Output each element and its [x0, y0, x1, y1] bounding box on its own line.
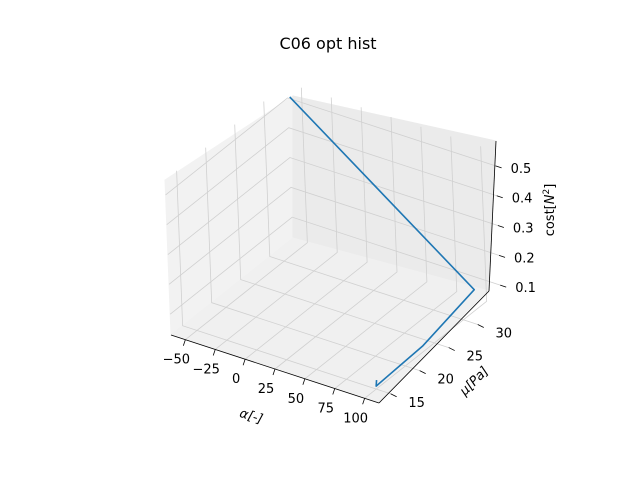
x-tick-label: 25 [258, 382, 275, 397]
x-tick-label: 50 [288, 392, 305, 407]
series-line [289, 96, 476, 387]
z-grid-line [167, 157, 499, 255]
x-tick-label: 75 [317, 402, 334, 417]
z-grid-line [168, 186, 500, 285]
z-axis-label-close: ] [543, 184, 558, 189]
z-axis-label: cost[N2] [542, 184, 558, 237]
y-grid-line [263, 101, 478, 325]
x-tick [332, 388, 336, 395]
x-tick-label: −50 [163, 353, 190, 368]
z-tick [495, 165, 502, 169]
x-tick [212, 349, 216, 356]
tick-marks [182, 165, 507, 405]
y-tick [419, 370, 426, 375]
y-tick [477, 324, 484, 328]
chart-title: C06 opt hist [279, 34, 376, 53]
z-tick-label: 0.2 [514, 251, 535, 266]
z-grid-line [165, 97, 496, 196]
y-grid-line [205, 147, 420, 372]
z-tick [498, 254, 506, 258]
z-tick [500, 284, 507, 288]
x-tick-label: −25 [193, 362, 220, 377]
y-axis-label: μ[Pa] [456, 364, 492, 400]
z-axis-line [488, 140, 497, 292]
x-axis-label: α[-] [238, 406, 265, 427]
x-tick [302, 378, 306, 385]
y-tick-label: 20 [437, 373, 454, 388]
z-grid-line [169, 216, 501, 315]
z-axis-label-main: cost[ [543, 204, 558, 236]
y-tick [448, 347, 455, 351]
x-tick [242, 359, 246, 366]
z-tick-label: 0.1 [515, 281, 536, 296]
x-tick [272, 368, 276, 376]
x-tick-label: 0 [232, 372, 240, 387]
z-tick [497, 225, 505, 228]
y-tick [390, 393, 397, 398]
y-axis-line [378, 290, 490, 404]
y-grid-line [176, 170, 391, 395]
z-tick [496, 195, 503, 199]
x-tick-label: 100 [343, 411, 368, 426]
tick-labels: −50−25 0 25 50 75 100 15 20 25 30 0.1 0.2 0.3 0.4 0.5 [163, 162, 536, 426]
z-grid-line [166, 127, 497, 226]
z-axis-label-exponent: 2 [542, 189, 552, 195]
x-tick [362, 398, 366, 405]
y-grid-line [234, 124, 449, 348]
grid-lines [165, 87, 501, 399]
z-tick-label: 0.5 [511, 162, 532, 177]
y-tick-label: 15 [408, 396, 425, 411]
z-tick-label: 0.3 [513, 222, 534, 237]
x-tick [182, 339, 186, 346]
z-tick-label: 0.4 [512, 192, 533, 207]
y-tick-label: 25 [466, 350, 483, 365]
y-tick-label: 30 [495, 326, 512, 341]
z-axis-label-symbol: N [543, 194, 558, 204]
